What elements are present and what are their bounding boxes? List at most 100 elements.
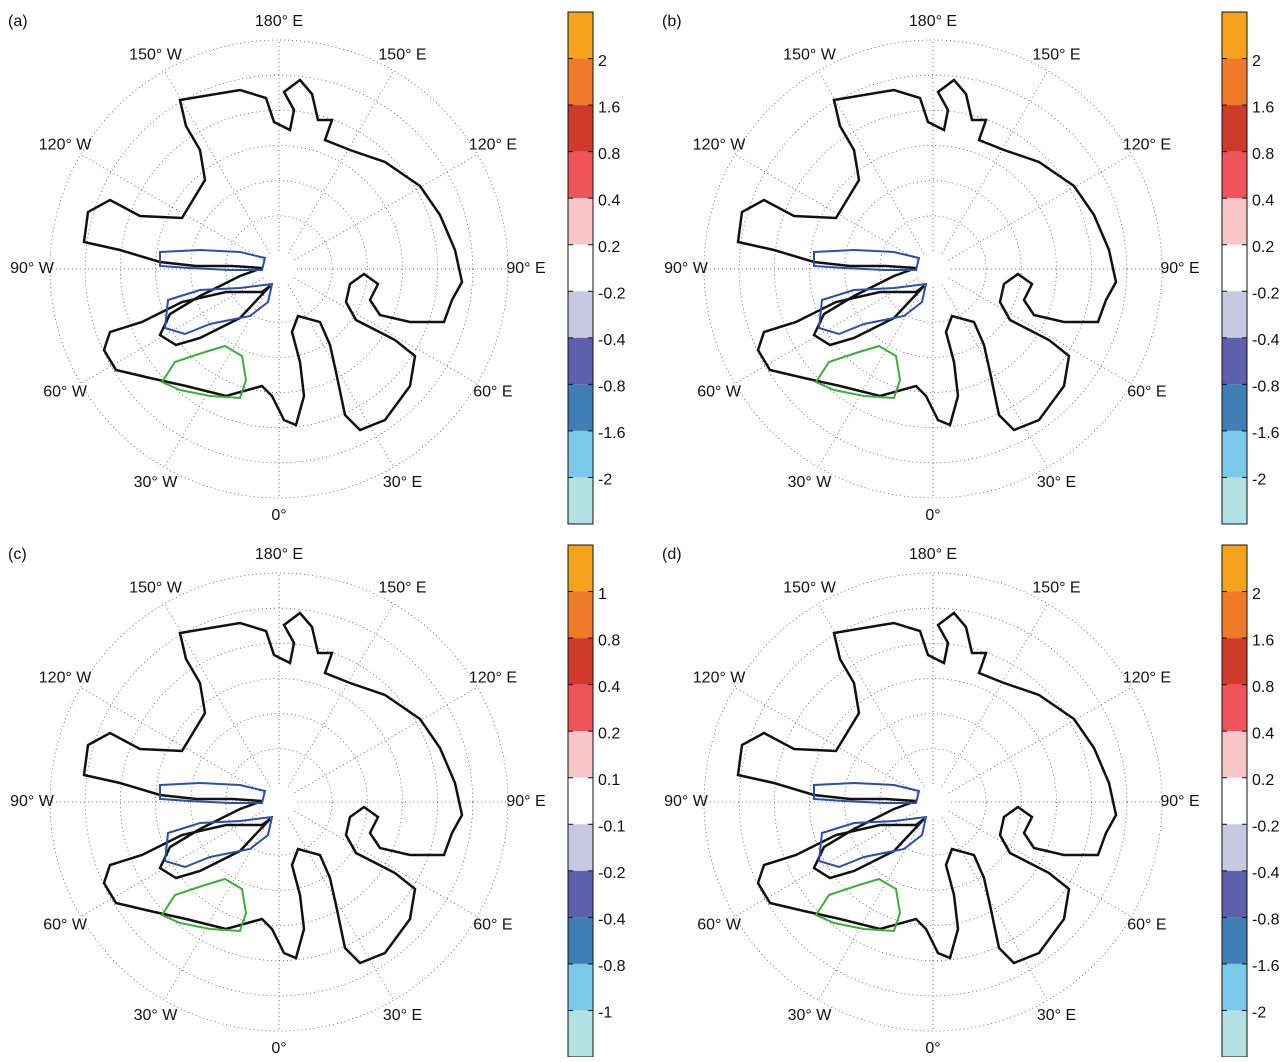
region-outline (82, 611, 464, 965)
grid-circle (844, 713, 1022, 891)
colorbar-swatch (1222, 870, 1247, 918)
colorbar-tick-label: -0.2 (598, 285, 626, 302)
region-outline (163, 815, 274, 869)
theta-tick-label: 60° E (1127, 384, 1166, 401)
grid-line (164, 603, 271, 787)
region-outline (160, 877, 248, 933)
panel: (d) 180° E 150° E 120° E 90° E 60° E 30° E 0° 30… (662, 544, 1280, 1058)
colorbar-swatch (568, 430, 593, 478)
colorbar-tick-label: 0.8 (598, 146, 620, 163)
region-outline (159, 248, 267, 271)
grid-circle (773, 109, 1093, 429)
theta-tick-label: 120° W (39, 137, 93, 154)
theta-tick-label: 150° W (129, 46, 183, 63)
theta-tick-label: 30° E (383, 474, 422, 491)
colorbar-tick-label: -0.4 (598, 912, 626, 929)
colorbar-swatch (568, 105, 593, 152)
theta-tick-label: 30° W (134, 474, 179, 491)
colorbar-swatch (1222, 58, 1247, 106)
colorbar-tick-label: -2 (1252, 472, 1266, 489)
colorbar-swatch (568, 963, 593, 1011)
colorbar-tick-label: 0.4 (598, 679, 620, 696)
colorbar-swatch (1222, 430, 1247, 478)
colorbar-tick-label: 1.6 (598, 99, 620, 116)
colorbar-tick-label: -2 (1252, 1005, 1266, 1022)
colorbar-swatch (1222, 591, 1247, 639)
theta-tick-label: 60° W (697, 917, 742, 934)
colorbar-swatch (568, 824, 593, 871)
grid-circle (155, 678, 403, 926)
region-outline (814, 877, 902, 933)
panel-label: (d) (662, 546, 682, 563)
theta-tick-label: 0° (925, 1040, 940, 1057)
theta-tick-label: 90° E (1160, 260, 1199, 277)
colorbar-tick-label: -0.2 (1252, 818, 1280, 835)
colorbar-swatch (1222, 244, 1247, 292)
grid-circle (84, 607, 474, 997)
theta-tick-label: 90° W (664, 260, 709, 277)
theta-tick-label: 90° W (664, 793, 709, 810)
colorbar-tick-label: 0.2 (598, 725, 620, 742)
theta-tick-label: 90° E (1160, 793, 1199, 810)
colorbar-swatch (1222, 545, 1247, 592)
colorbar-tick-label: 0.1 (598, 772, 620, 789)
colorbar-tick-label: 0.4 (598, 192, 620, 209)
theta-tick-label: 30° W (134, 1007, 179, 1024)
grid-line (818, 70, 925, 254)
theta-tick-label: 60° E (1127, 917, 1166, 934)
colorbar-swatch (568, 591, 593, 639)
colorbar-tick-label: -0.8 (598, 958, 626, 975)
grid-circle (225, 215, 333, 323)
region-outline (814, 344, 902, 400)
colorbar-tick-label: 0.4 (1252, 192, 1274, 209)
colorbar-swatch (568, 151, 593, 199)
grid-circle (809, 678, 1057, 926)
colorbar-tick-label: -1 (598, 1005, 612, 1022)
colorbar-swatch (1222, 1010, 1247, 1057)
region-outline (160, 344, 248, 400)
theta-tick-label: 120° W (693, 137, 747, 154)
colorbar-tick-label: -0.4 (1252, 332, 1280, 349)
grid-line (294, 687, 478, 794)
grid-circle (119, 642, 439, 962)
colorbar-frame (567, 11, 594, 525)
grid-line (818, 603, 925, 787)
colorbar-tick-label: -1.6 (1252, 425, 1280, 442)
theta-tick-label: 150° E (1032, 579, 1080, 596)
grid-circle (773, 642, 1093, 962)
colorbar-swatch (568, 870, 593, 918)
colorbar-swatch (1222, 963, 1247, 1011)
colorbar-swatch (1222, 777, 1247, 825)
theta-tick-label: 30° E (1037, 1007, 1076, 1024)
colorbar-swatch (568, 777, 593, 825)
theta-tick-label: 30° E (1037, 474, 1076, 491)
colorbar-swatch (568, 545, 593, 592)
grid-line (164, 70, 271, 254)
colorbar-swatch (568, 1010, 593, 1057)
colorbar-tick-label: 0.4 (1252, 725, 1274, 742)
region-outline (813, 248, 921, 271)
grid-circle (844, 180, 1022, 358)
theta-tick-label: 120° E (1123, 137, 1171, 154)
grid-line (941, 603, 1048, 787)
colorbar-swatch (1222, 291, 1247, 338)
colorbar-swatch (1222, 151, 1247, 199)
colorbar-tick-label: 0.2 (1252, 239, 1274, 256)
colorbar-swatch (1222, 384, 1247, 431)
grid-line (948, 154, 1132, 261)
colorbar-tick-label: 1.6 (1252, 632, 1274, 649)
grid-line (287, 603, 394, 787)
colorbar-swatch (1222, 638, 1247, 685)
panel: (b) 180° E 150° E 120° E 90° E 60° E 30° E 0° 30… (662, 11, 1280, 525)
theta-tick-label: 150° E (378, 579, 426, 596)
colorbar-tick-label: -0.1 (598, 818, 626, 835)
theta-tick-label: 30° W (788, 1007, 833, 1024)
theta-tick-label: 0° (271, 1040, 286, 1057)
colorbar-swatch (1222, 824, 1247, 871)
grid-circle (49, 39, 509, 499)
panel: (c) 180° E 150° E 120° E 90° E 60° E 30° E 0° 30… (8, 544, 626, 1058)
theta-tick-label: 120° E (469, 137, 517, 154)
colorbar-tick-label: -2 (598, 472, 612, 489)
region-outline (82, 78, 464, 432)
grid-circle (155, 145, 403, 393)
